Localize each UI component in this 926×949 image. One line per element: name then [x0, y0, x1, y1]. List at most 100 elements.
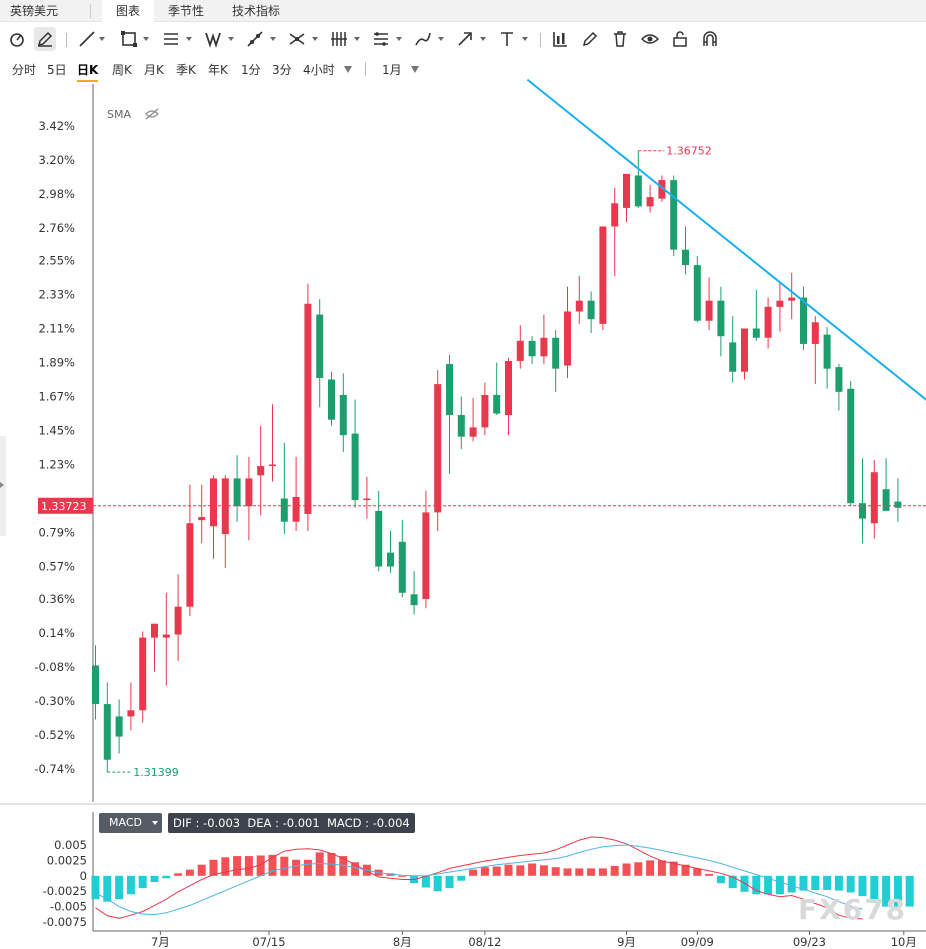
current-price-value: 1.33723 — [41, 500, 87, 513]
candle-body — [859, 503, 866, 519]
brush-icon[interactable] — [412, 27, 434, 51]
trash-icon[interactable] — [609, 27, 631, 51]
period-quarterly[interactable]: 季K — [176, 63, 196, 77]
rectangle-icon[interactable] — [118, 27, 140, 51]
edit-icon[interactable] — [579, 27, 601, 51]
hide-indicator-icon[interactable] — [145, 108, 159, 120]
symbol-title: 英镑美元 — [10, 4, 59, 18]
measure-caret-icon[interactable] — [396, 37, 402, 41]
period-1min[interactable]: 1分 — [241, 63, 261, 77]
grid-ruler-icon[interactable] — [328, 27, 350, 51]
sidebar-toggle-handle[interactable] — [0, 436, 6, 536]
candle-body — [151, 623, 158, 638]
macd-histogram-bar — [740, 875, 749, 892]
candle-body — [410, 594, 418, 606]
line-caret-icon[interactable] — [99, 37, 105, 41]
candle-body — [304, 303, 312, 514]
candle-body — [457, 415, 465, 437]
y-axis-tick-label: 2.55% — [38, 253, 75, 267]
macd-histogram-bar — [386, 873, 395, 876]
macd-histogram-bar — [492, 866, 501, 876]
macd-dif-line — [95, 836, 863, 920]
macd-histogram-bar — [905, 875, 914, 907]
candle-body — [788, 297, 796, 301]
text-caret-icon[interactable] — [522, 37, 528, 41]
period-intraday[interactable]: 分时 — [12, 63, 37, 77]
candle-body — [741, 328, 748, 372]
pattern-caret-icon[interactable] — [228, 37, 234, 41]
pattern-icon[interactable] — [202, 27, 224, 51]
macd-histogram-bar — [893, 875, 902, 907]
tab-chart[interactable]: 图表 — [102, 0, 155, 22]
magnet-icon[interactable] — [699, 27, 721, 51]
candle-body — [670, 180, 678, 250]
bar-chart-icon[interactable] — [549, 27, 571, 51]
rectangle-caret-icon[interactable] — [143, 37, 149, 41]
macd-histogram-bar — [728, 875, 737, 889]
macd-histogram-bar — [799, 875, 808, 891]
pencil-icon[interactable] — [34, 27, 56, 51]
candle-body — [186, 523, 194, 607]
parallel-lines-icon[interactable] — [160, 27, 182, 51]
range-selector[interactable]: 1月 — [382, 63, 402, 77]
period-more-caret-icon[interactable] — [344, 66, 352, 73]
eye-icon[interactable] — [639, 27, 661, 51]
grid-caret-icon[interactable] — [354, 37, 360, 41]
macd-histogram-bar — [587, 868, 596, 876]
macd-histogram-bar — [233, 856, 242, 876]
candle-body — [611, 203, 619, 227]
cursor-icon[interactable] — [6, 27, 28, 51]
brush-caret-icon[interactable] — [438, 37, 444, 41]
period-weekly[interactable]: 周K — [112, 63, 132, 77]
x-axis-tick-label: 09/09 — [681, 935, 714, 949]
period-3min[interactable]: 3分 — [272, 63, 292, 77]
candle-body — [505, 360, 512, 416]
candle-body — [717, 300, 725, 337]
candle-body — [564, 311, 571, 366]
macd-histogram-bar — [280, 856, 289, 876]
tab-technical-indicators[interactable]: 技术指标 — [232, 4, 281, 18]
gann-caret-icon[interactable] — [312, 37, 318, 41]
current-price-badge — [38, 497, 93, 514]
tab-seasonality[interactable]: 季节性 — [168, 4, 205, 18]
period-monthly[interactable]: 月K — [144, 63, 164, 77]
gann-icon[interactable] — [286, 27, 308, 51]
arrow-caret-icon[interactable] — [480, 37, 486, 41]
macd-histogram-bar — [457, 875, 466, 881]
period-5day[interactable]: 5日 — [47, 63, 67, 77]
period-yearly[interactable]: 年K — [208, 63, 228, 77]
macd-histogram-bar — [221, 857, 230, 876]
range-caret-icon[interactable] — [411, 66, 419, 73]
candle-body — [174, 606, 182, 635]
x-axis-tick-label: 7月 — [151, 935, 170, 949]
macd-indicator-select[interactable]: MACD — [99, 813, 162, 833]
y-axis-tick-label: 1.45% — [38, 423, 75, 437]
macd-histogram-bar — [197, 864, 206, 876]
trendline[interactable] — [526, 78, 926, 466]
candle-body — [363, 498, 371, 501]
arrow-icon[interactable] — [454, 27, 476, 51]
candle-body — [575, 300, 583, 312]
unlock-icon[interactable] — [669, 27, 691, 51]
macd-histogram-bar — [823, 875, 832, 890]
fibonacci-caret-icon[interactable] — [270, 37, 276, 41]
parallel-caret-icon[interactable] — [186, 37, 192, 41]
macd-histogram-bar — [528, 863, 537, 876]
candle-body — [280, 498, 288, 522]
fibonacci-icon[interactable] — [244, 27, 266, 51]
toolbar-divider — [540, 33, 541, 47]
period-4hour[interactable]: 4小时 — [303, 63, 335, 77]
measure-icon[interactable] — [370, 27, 392, 51]
macd-histogram-bar — [339, 856, 348, 876]
candle-body — [835, 367, 843, 392]
period-daily[interactable]: 日K — [77, 62, 99, 82]
macd-histogram-bar — [398, 875, 407, 877]
y-axis-tick-label: -0.74% — [34, 762, 75, 776]
text-icon[interactable] — [496, 27, 518, 51]
line-icon[interactable] — [76, 27, 98, 51]
tab-bar: 英镑美元 图表 季节性 技术指标 — [0, 0, 926, 22]
toolbar-divider — [66, 33, 67, 47]
y-axis-tick-label: 2.76% — [38, 221, 75, 235]
